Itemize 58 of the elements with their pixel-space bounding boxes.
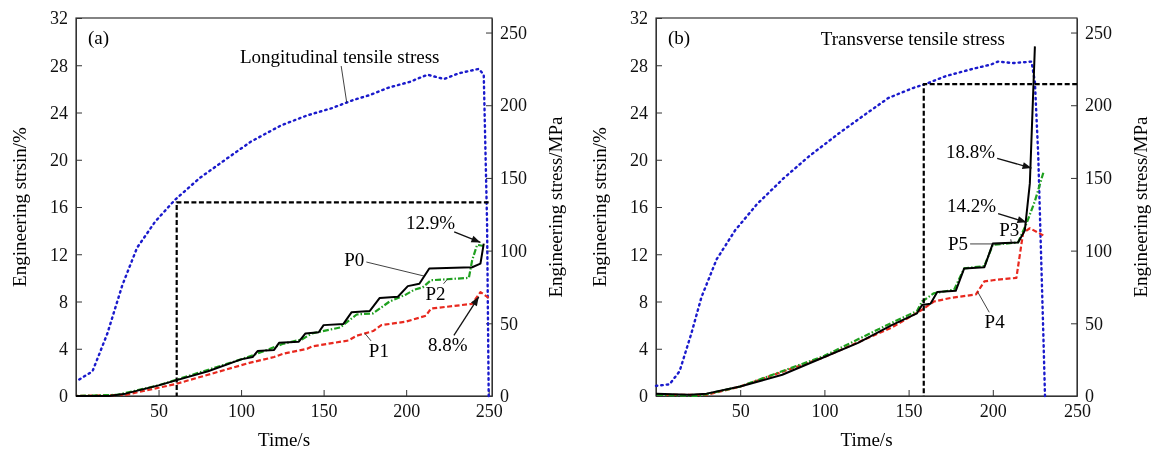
series-label: P2 [425, 282, 446, 304]
y-axis-title: Engineering strsin/% [589, 126, 610, 287]
y2-tick-label: 200 [1085, 95, 1112, 116]
x-tick-label: 50 [150, 400, 169, 421]
series-label: P5 [948, 233, 969, 255]
annotation: 8.8% [428, 334, 468, 356]
series-label: Longitudinal tensile stress [239, 46, 440, 68]
y-tick-label: 0 [639, 386, 648, 407]
y-axis-title: Engineering strsin/% [9, 126, 30, 287]
x-tick-label: 200 [393, 400, 421, 421]
line-series [654, 171, 1045, 398]
x-tick-label: 150 [895, 400, 923, 421]
y-tick-label: 20 [630, 150, 648, 171]
y-tick-label: 4 [639, 339, 648, 360]
y-tick-label: 32 [630, 8, 648, 29]
y2-tick-label: 100 [500, 240, 527, 261]
y2-tick-label: 250 [1085, 22, 1112, 43]
y2-axis-title: Engineering stress/MPa [1130, 115, 1151, 298]
y-tick-label: 12 [630, 244, 648, 265]
series-label: P4 [984, 311, 1006, 333]
y-tick-label: 12 [50, 244, 68, 265]
x-tick-label: 100 [811, 400, 839, 421]
x-axis-title: Time/s [257, 429, 311, 450]
y2-tick-label: 50 [500, 313, 518, 334]
x-tick-label: 250 [475, 400, 503, 421]
series-label: P0 [344, 248, 365, 270]
x-tick-label: 50 [731, 400, 750, 421]
y2-tick-label: 200 [500, 95, 527, 116]
series-label: P3 [999, 219, 1020, 241]
y2-tick-label: 250 [500, 22, 527, 43]
y-tick-label: 0 [59, 386, 68, 407]
y2-tick-label: 50 [1085, 313, 1103, 334]
y-tick-label: 32 [50, 8, 68, 29]
y2-tick-label: 100 [1085, 240, 1112, 261]
x-tick-label: 150 [310, 400, 338, 421]
y-tick-label: 28 [50, 55, 68, 76]
series-label: Transverse tensile stress [820, 28, 1005, 49]
y-tick-label: 24 [50, 102, 68, 123]
x-axis-title: Time/s [840, 429, 893, 450]
y2-tick-label: 150 [1085, 168, 1112, 189]
x-tick-label: 100 [228, 400, 256, 421]
y-tick-label: 16 [50, 197, 68, 218]
annotation: 18.8% [945, 140, 996, 162]
y2-tick-label: 150 [500, 168, 527, 189]
y-tick-label: 4 [59, 339, 68, 360]
series-label: P1 [368, 339, 389, 361]
y-tick-label: 8 [59, 291, 68, 312]
annotation: 12.9% [405, 211, 456, 233]
x-tick-label: 200 [979, 400, 1007, 421]
y-tick-label: 8 [639, 291, 648, 312]
y-tick-label: 24 [630, 102, 648, 123]
y-tick-label: 20 [50, 150, 68, 171]
annotation: 14.2% [946, 194, 997, 216]
y-tick-label: 28 [630, 55, 648, 76]
chart-title: (b) [668, 27, 691, 49]
chart-title: (a) [88, 27, 110, 49]
y2-axis-title: Engineering stress/MPa [545, 115, 566, 298]
y-tick-label: 16 [630, 197, 648, 218]
